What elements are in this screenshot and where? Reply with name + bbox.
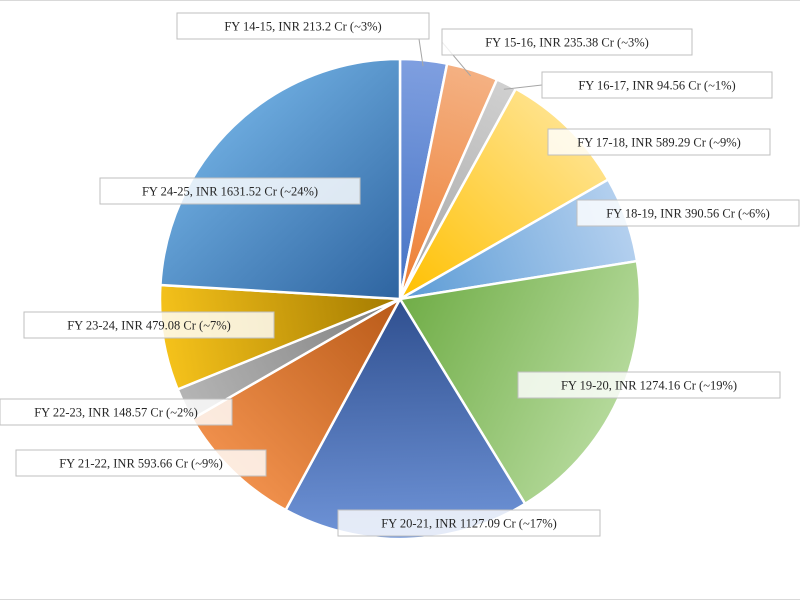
data-label-text: FY 17-18, INR 589.29 Cr (~9%) [577,136,741,150]
data-label-box [441,28,693,56]
data-label-box [576,199,800,227]
data-labels: FY 14-15, INR 213.2 Cr (~3%) FY 15-16, IN… [0,12,800,537]
data-label-fy-23-24-inr: FY 23-24, INR 479.08 Cr (~7%) [23,311,275,339]
data-label-text: FY 16-17, INR 94.56 Cr (~1%) [578,79,735,93]
data-label-text: FY 19-20, INR 1274.16 Cr (~19%) [561,379,737,393]
data-label-text: FY 23-24, INR 479.08 Cr (~7%) [67,319,231,333]
data-label-box [23,311,275,339]
data-label-text: FY 20-21, INR 1127.09 Cr (~17%) [381,517,557,531]
data-label-fy-20-21-inr: FY 20-21, INR 1127.09 Cr (~17%) [337,509,601,537]
data-label-fy-19-20-inr: FY 19-20, INR 1274.16 Cr (~19%) [517,371,781,399]
data-label-fy-21-22-inr: FY 21-22, INR 593.66 Cr (~9%) [15,449,267,477]
data-label-fy-17-18-inr: FY 17-18, INR 589.29 Cr (~9%) [547,128,771,156]
data-label-fy-24-25-inr: FY 24-25, INR 1631.52 Cr (~24%) [99,177,361,205]
data-label-fy-18-19-inr: FY 18-19, INR 390.56 Cr (~6%) [576,199,800,227]
data-label-text: FY 22-23, INR 148.57 Cr (~2%) [34,406,198,420]
leader-line [503,84,543,90]
data-label-text: FY 15-16, INR 235.38 Cr (~3%) [485,36,649,50]
data-label-fy-15-16-inr: FY 15-16, INR 235.38 Cr (~3%) [441,28,693,56]
data-label-box [176,12,430,40]
data-label-fy-22-23-inr: FY 22-23, INR 148.57 Cr (~2%) [0,398,233,426]
data-label-text: FY 14-15, INR 213.2 Cr (~3%) [224,20,381,34]
data-label-box [517,371,781,399]
data-label-box [547,128,771,156]
leader-line [418,38,424,67]
data-label-text: FY 24-25, INR 1631.52 Cr (~24%) [142,185,318,199]
data-label-text: FY 18-19, INR 390.56 Cr (~6%) [606,207,770,221]
data-label-box [99,177,361,205]
data-label-text: FY 21-22, INR 593.66 Cr (~9%) [59,457,223,471]
data-label-fy-14-15-inr: FY 14-15, INR 213.2 Cr (~3%) [176,12,430,40]
data-label-fy-16-17-inr: FY 16-17, INR 94.56 Cr (~1%) [541,71,773,99]
data-label-box [337,509,601,537]
data-label-box [0,398,233,426]
data-label-box [15,449,267,477]
data-label-box [541,71,773,99]
